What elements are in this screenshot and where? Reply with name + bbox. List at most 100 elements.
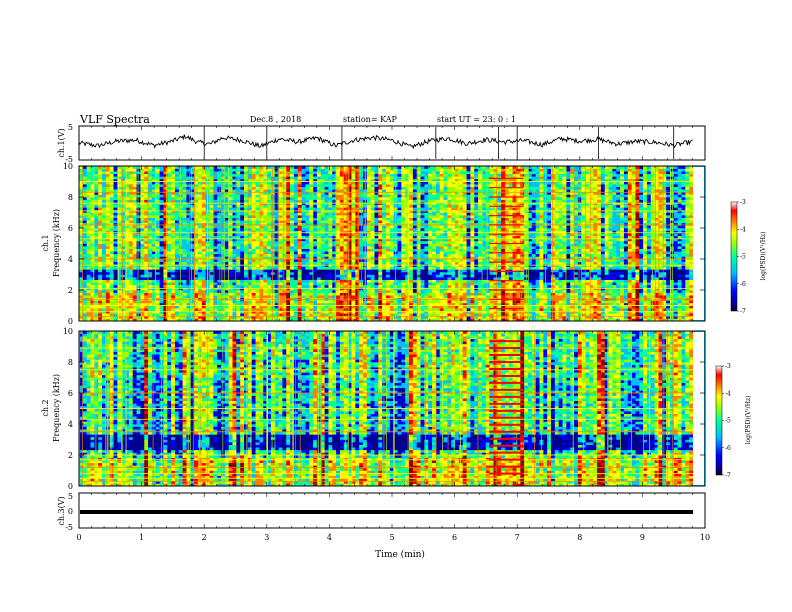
spec-cell xyxy=(125,300,130,304)
spec-cell xyxy=(685,251,690,255)
spec-cell xyxy=(620,295,625,299)
spec-cell xyxy=(113,243,118,247)
spec-cell xyxy=(455,305,460,309)
spec-cell xyxy=(117,277,122,280)
spec-cell xyxy=(551,251,556,255)
spec-cell xyxy=(585,240,590,244)
spec-cell xyxy=(508,295,513,299)
spec-cell xyxy=(117,318,122,322)
spec-cell xyxy=(554,313,559,317)
spec-cell xyxy=(600,277,606,280)
spec-cell xyxy=(497,266,502,270)
spec-cell xyxy=(328,305,333,309)
spec-cell xyxy=(570,292,575,296)
spec-cell xyxy=(382,243,387,247)
spec-cell xyxy=(309,274,314,278)
spec-cell xyxy=(236,300,241,304)
spec-cell xyxy=(654,259,659,262)
spec-cell xyxy=(159,284,164,288)
spec-cell xyxy=(501,318,506,322)
spec-cell xyxy=(443,295,448,299)
spec-cell xyxy=(501,308,506,311)
spec-cell xyxy=(666,266,671,270)
spec-cell xyxy=(144,290,149,293)
spec-cell xyxy=(531,261,536,265)
spec-cell xyxy=(109,318,114,322)
spec-cell xyxy=(531,300,536,304)
spec-cell xyxy=(297,305,302,309)
spec-cell xyxy=(213,261,218,265)
spec-cell xyxy=(244,300,249,304)
spec-cell xyxy=(109,292,114,296)
spec-cell xyxy=(309,308,314,311)
spec-cell xyxy=(478,305,483,309)
spec-cell xyxy=(547,279,552,283)
spec-cell xyxy=(635,284,640,288)
spec-cell xyxy=(520,282,525,286)
spec-cell xyxy=(247,300,252,304)
spec-cell xyxy=(313,277,318,280)
spec-cell xyxy=(489,313,494,317)
spec-cell xyxy=(520,290,525,293)
spec-cell xyxy=(455,279,460,283)
spec-cell xyxy=(113,282,118,286)
spec-cell xyxy=(597,292,602,296)
spec-cell xyxy=(539,292,544,296)
spec-cell xyxy=(631,277,636,280)
spec-cell xyxy=(140,292,145,296)
spec-cell xyxy=(102,274,107,278)
spec-cell xyxy=(516,302,521,306)
spec-cell xyxy=(577,295,583,299)
spec-cell xyxy=(236,251,241,255)
spec-cell xyxy=(190,300,195,304)
spec-cell xyxy=(217,266,222,270)
spec-cell xyxy=(685,308,690,311)
spec-cell xyxy=(217,277,222,280)
spec-cell xyxy=(401,302,406,306)
spec-cell xyxy=(267,253,272,257)
spec-cell xyxy=(554,277,559,280)
spec-cell xyxy=(547,240,552,244)
spec-cell xyxy=(397,305,402,309)
spec-cell xyxy=(685,269,690,273)
spec-cell xyxy=(604,277,609,280)
spec-cell xyxy=(316,282,322,286)
spec-cell xyxy=(409,295,414,299)
spec-cell xyxy=(604,315,609,319)
spec-cell xyxy=(485,271,490,275)
spec-cell xyxy=(666,259,671,262)
spec-cell xyxy=(524,259,529,262)
spec-cell xyxy=(409,305,414,309)
spec-cell xyxy=(290,261,295,265)
spec-cell xyxy=(527,269,533,273)
spec-cell xyxy=(167,318,172,322)
spec-cell xyxy=(478,279,483,283)
spec-cell xyxy=(646,248,652,252)
spec-cell xyxy=(585,246,590,249)
spec-cell xyxy=(639,284,644,288)
spec-cell xyxy=(136,295,141,299)
spec-cell xyxy=(635,253,640,257)
spec-cell xyxy=(228,292,233,296)
spec-cell xyxy=(182,251,187,255)
spec-cell xyxy=(466,295,471,299)
spec-cell xyxy=(451,243,456,247)
spec-cell xyxy=(458,279,464,283)
spec-cell xyxy=(105,300,110,304)
spec-cell xyxy=(501,290,506,293)
spec-cell xyxy=(151,292,157,296)
spec-cell xyxy=(293,261,299,265)
spec-cell xyxy=(386,290,391,293)
spec-cell xyxy=(247,295,252,299)
spec-cell xyxy=(458,308,464,311)
figure-title: VLF Spectra xyxy=(79,113,150,126)
spec-cell xyxy=(90,269,95,273)
spec-cell xyxy=(366,269,371,273)
spec-cell xyxy=(681,259,686,262)
spec-cell xyxy=(197,253,203,257)
spec-cell xyxy=(497,253,502,257)
spec-cell xyxy=(481,295,487,299)
spec-cell xyxy=(86,305,91,309)
spec-cell xyxy=(535,259,540,262)
spec-cell xyxy=(635,271,640,275)
